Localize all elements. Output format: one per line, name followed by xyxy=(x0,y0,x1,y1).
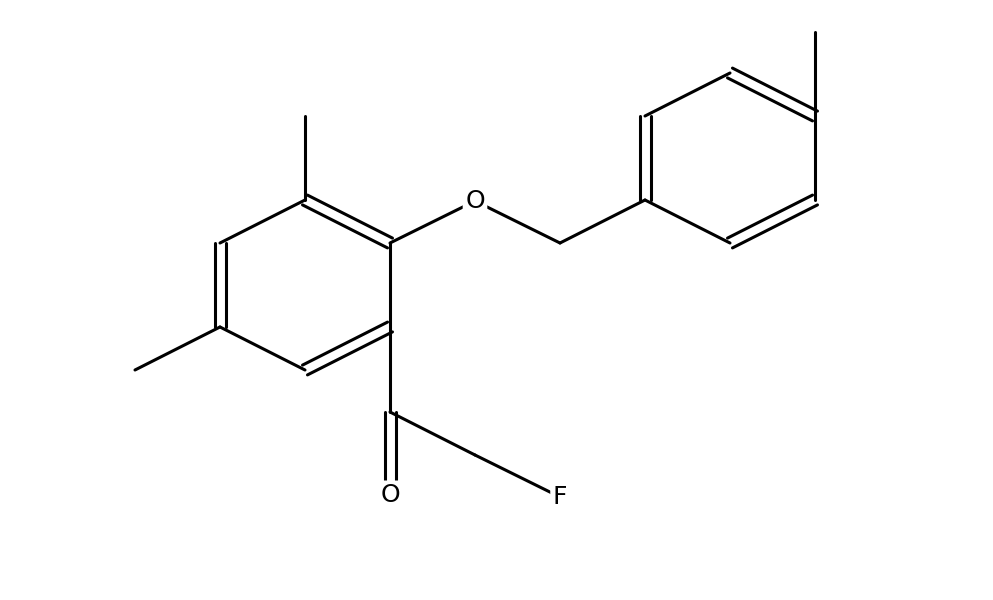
Text: F: F xyxy=(553,485,567,509)
Text: O: O xyxy=(380,483,400,507)
Text: O: O xyxy=(465,189,485,213)
